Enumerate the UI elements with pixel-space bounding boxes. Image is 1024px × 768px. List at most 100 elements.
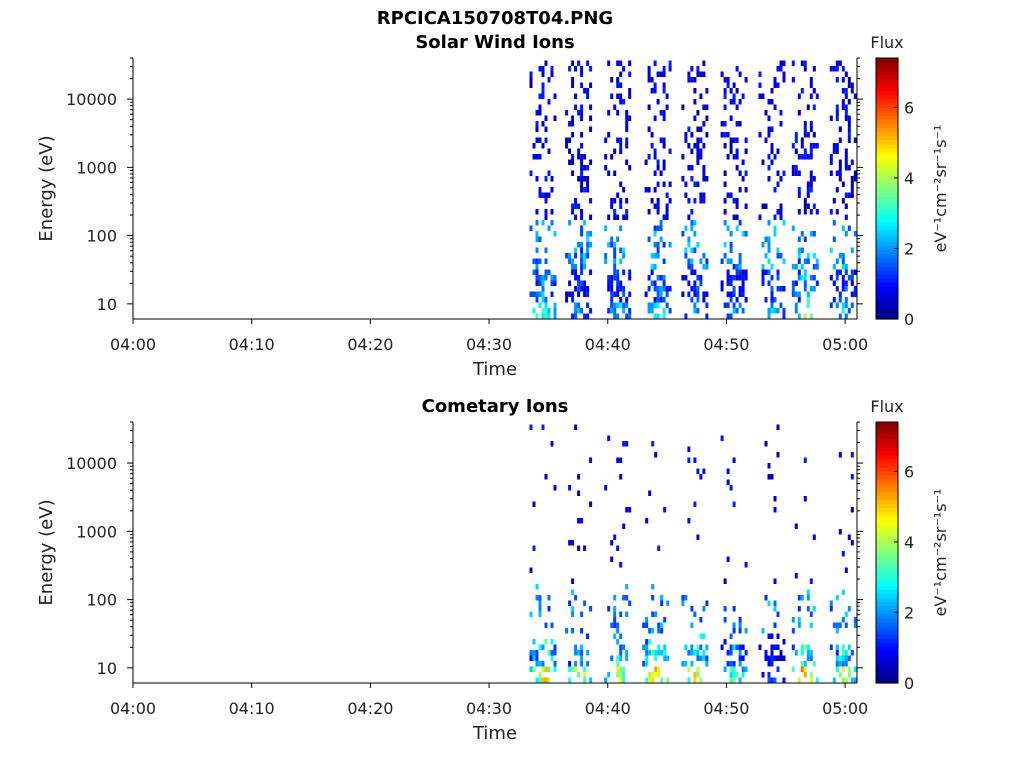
heatmap-cell [687,214,691,220]
heatmap-cell [815,677,819,683]
heatmap-cell [693,611,697,617]
colorbar-segment [876,233,898,239]
heatmap-cell [656,297,660,303]
heatmap-cell [776,253,780,259]
colorbar-segment [876,601,898,607]
heatmap-cell [529,666,533,672]
heatmap-cell [732,666,736,672]
heatmap-cell [702,71,706,77]
heatmap-cell [773,308,777,314]
heatmap-cell [738,121,742,127]
heatmap-cell [586,88,590,94]
heatmap-cell [666,600,670,606]
heatmap-cell [619,181,623,187]
colorbar-segment [876,495,898,501]
heatmap-cell [571,154,575,160]
heatmap-cell [681,154,685,160]
heatmap-cell [847,165,851,171]
heatmap-cell [583,154,587,160]
heatmap-cell [806,192,810,198]
heatmap-cell [835,66,839,72]
heatmap-cell [853,269,857,275]
heatmap-cell [797,606,801,612]
heatmap-cell [580,247,584,253]
heatmap-cell [586,291,590,297]
heatmap-cell [841,66,845,72]
heatmap-cell [656,291,660,297]
heatmap-cell [850,187,854,193]
heatmap-cell [726,77,730,83]
heatmap-cell [735,225,739,231]
heatmap-cell [844,269,848,275]
heatmap-cell [577,518,581,524]
heatmap-cell [735,297,739,303]
colorbar-segment [876,229,898,234]
heatmap-cell [835,275,839,281]
heatmap-cell [850,302,854,308]
heatmap-cell [568,159,572,165]
heatmap-cell [532,650,536,656]
heatmap-cell [800,661,804,667]
heatmap-cell [838,253,842,259]
heatmap-cell [794,523,798,529]
heatmap-cell [619,655,623,661]
colorbar-segment [876,589,898,594]
colorbar-segment [876,290,898,296]
colorbar-segment [876,98,898,104]
x-tick-label: 04:30 [466,699,512,718]
heatmap-cell [699,633,703,639]
heatmap-cell [800,143,804,149]
heatmap-cell [550,280,554,286]
heatmap-cell [651,441,655,447]
heatmap-cell [770,99,774,105]
colorbar-segment [876,204,898,210]
heatmap-cell [741,308,745,314]
heatmap-cell [803,275,807,281]
heatmap-cell [550,291,554,297]
heatmap-cell [806,187,810,193]
heatmap-cell [738,253,742,259]
heatmap-cell [729,258,733,264]
heatmap-cell [776,452,780,458]
heatmap-cell [815,93,819,99]
heatmap-cell [622,99,626,105]
heatmap-cell [535,297,539,303]
heatmap-cell [803,672,807,678]
heatmap-cell [809,121,813,127]
heatmap-cell [657,628,661,634]
heatmap-cell [794,264,798,270]
heatmap-cell [835,595,839,601]
heatmap-cell [538,291,542,297]
heatmap-cell [580,176,584,182]
heatmap-cell [809,154,813,160]
heatmap-cell [803,644,807,650]
heatmap-cell [535,264,539,270]
heatmap-cell [662,165,666,171]
colorbar-segment [876,70,898,75]
y-tick-label: 10000 [66,90,117,109]
heatmap-cell [544,297,548,303]
heatmap-cell [853,176,857,182]
colorbar-segment [876,159,898,165]
heatmap-cell [693,280,697,286]
heatmap-cell [659,220,663,226]
heatmap-cell [687,446,691,452]
x-axis-label: Time [472,359,517,380]
heatmap-cell [690,269,694,275]
heatmap-cell [616,545,620,551]
heatmap-cell [628,165,632,171]
heatmap-cell [580,132,584,138]
heatmap-cell [535,231,539,237]
heatmap-cell [738,655,742,661]
heatmap-cell [693,231,697,237]
heatmap-cell [651,611,655,617]
heatmap-cell [744,628,748,634]
heatmap-cell [628,269,632,275]
heatmap-cell [550,441,554,447]
heatmap-cell [844,104,848,110]
heatmap-cell [741,291,745,297]
colorbar-segment [876,58,898,63]
heatmap-cell [571,203,575,209]
heatmap-cell [699,154,703,160]
heatmap-cell [815,143,819,149]
